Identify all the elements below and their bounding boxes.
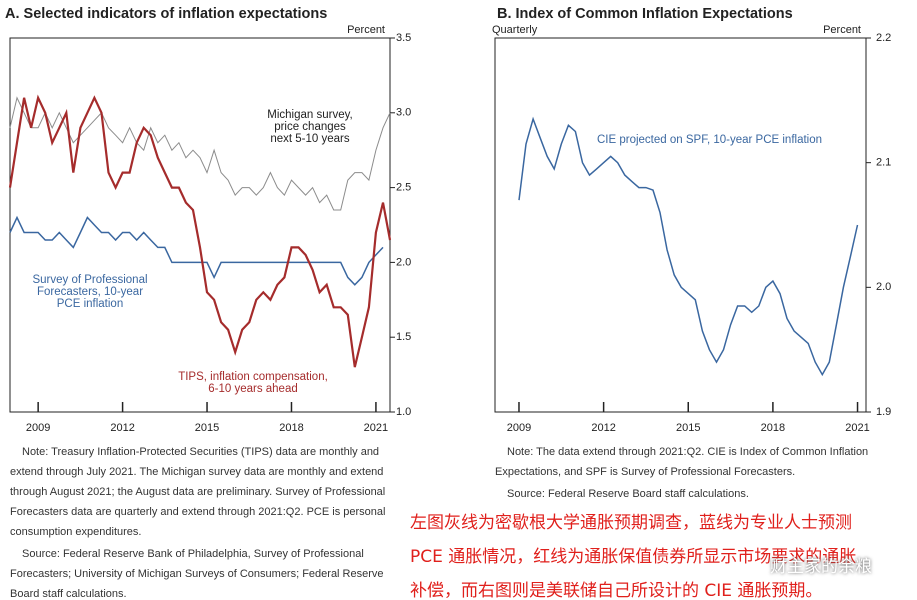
y-tick-label: 2.0 — [876, 281, 891, 293]
series-line — [518, 116, 859, 377]
notes-b: Note: The data extend through 2021:Q2. C… — [495, 442, 885, 506]
series-line — [9, 215, 384, 286]
x-tick-label: 2009 — [507, 422, 531, 434]
plot-frame — [9, 37, 391, 413]
x-unit: Quarterly — [492, 24, 538, 36]
x-tick-label: 2015 — [195, 422, 219, 434]
x-tick-label: 2012 — [591, 422, 615, 434]
y-tick-label: 3.0 — [396, 107, 411, 119]
x-tick-label: 2012 — [110, 422, 134, 434]
series-line — [8, 94, 392, 368]
x-tick-label: 2015 — [676, 422, 700, 434]
plot-frame — [494, 37, 867, 413]
series-label: next 5-10 years — [270, 133, 350, 145]
x-tick-label: 2018 — [279, 422, 303, 434]
chart-title: A. Selected indicators of inflation expe… — [5, 6, 327, 22]
note: Note: Treasury Inflation-Protected Secur… — [10, 446, 386, 538]
series-label: 6-10 years ahead — [208, 383, 298, 395]
y-tick-label: 3.5 — [396, 32, 411, 44]
source: Source: Federal Reserve Board staff calc… — [507, 488, 749, 500]
caption-line: PCE 通胀情况，红线为通胀保值债券所显示市场要求的通胀 — [410, 547, 857, 567]
y-tick-label: 2.1 — [876, 157, 891, 169]
source: Source: Federal Reserve Bank of Philadel… — [10, 548, 384, 600]
watermark: 财主家的余粮 — [770, 557, 872, 577]
series-label: PCE inflation — [57, 298, 123, 310]
series-label: TIPS, inflation compensation, — [178, 371, 328, 383]
y-tick-label: 1.5 — [396, 331, 411, 343]
series-label: Survey of Professional — [32, 274, 147, 286]
series-label: CIE projected on SPF, 10-year PCE inflat… — [597, 134, 822, 146]
x-tick-label: 2018 — [761, 422, 785, 434]
notes-a: Note: Treasury Inflation-Protected Secur… — [10, 442, 410, 600]
series-label: Michigan survey, — [267, 109, 352, 121]
y-tick-label: 1.0 — [396, 406, 411, 418]
y-tick-label: 2.2 — [876, 32, 891, 44]
x-tick-label: 2021 — [364, 422, 388, 434]
caption-line: 左图灰线为密歇根大学通胀预期调查，蓝线为专业人士预测 — [410, 513, 852, 533]
x-tick-label: 2009 — [26, 422, 50, 434]
note: Note: The data extend through 2021:Q2. C… — [495, 446, 869, 478]
y-tick-label: 1.9 — [876, 406, 891, 418]
y-unit: Percent — [347, 24, 385, 36]
y-tick-label: 2.0 — [396, 256, 411, 268]
series-line — [9, 96, 391, 211]
y-tick-label: 2.5 — [396, 182, 411, 194]
series-label: price changes — [274, 121, 346, 133]
chart-title: B. Index of Common Inflation Expectation… — [497, 6, 793, 22]
caption-line: 补偿，而右图则是美联储自己所设计的 CIE 通胀预期。 — [410, 581, 823, 600]
x-tick-label: 2021 — [845, 422, 869, 434]
series-label: Forecasters, 10-year — [37, 286, 143, 298]
y-unit: Percent — [823, 24, 861, 36]
